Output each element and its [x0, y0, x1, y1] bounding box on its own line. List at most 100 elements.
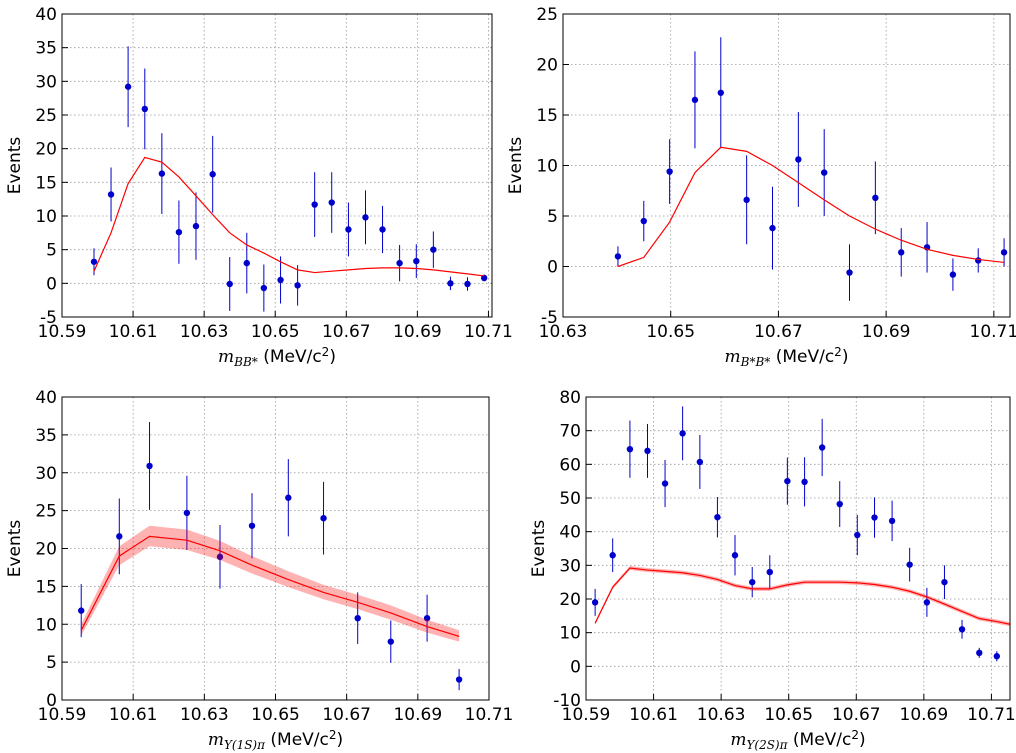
data-point — [731, 552, 739, 559]
data-point — [1000, 249, 1008, 256]
y-axis-label: Events — [5, 137, 25, 195]
y-tick-label: 40 — [35, 5, 57, 25]
data-point — [626, 445, 634, 453]
data-point — [661, 480, 669, 487]
y-tick-label: 0 — [570, 657, 581, 677]
x-label-part: ) — [859, 730, 866, 750]
x-label-part: (MeV/c — [258, 347, 322, 367]
data-point — [666, 168, 673, 175]
data-point — [691, 96, 699, 104]
data-point — [396, 259, 403, 267]
axes-frame — [562, 13, 1011, 318]
x-tick-label: 10.67 — [322, 322, 371, 342]
x-tick-label: 10.67 — [754, 322, 803, 342]
data-point — [644, 447, 651, 455]
y-tick-label: 20 — [35, 140, 57, 160]
subplot: -5 0 5 10 15 20 25 30 35 40 10.59 10.61 10.63 10.65 10… — [5, 5, 513, 369]
y-tick-label: 25 — [35, 502, 57, 522]
x-tick-label: 10.63 — [697, 705, 746, 725]
y-tick-label: 35 — [35, 39, 57, 59]
data-point — [243, 259, 250, 267]
data-point — [696, 458, 704, 466]
data-point — [854, 531, 861, 539]
x-tick-label: 10.71 — [970, 322, 1016, 342]
x-label-part: 2 — [329, 728, 337, 742]
data-point — [379, 226, 386, 233]
data-point — [846, 269, 853, 276]
x-tick-label: 10.65 — [646, 322, 695, 342]
fit-line — [80, 535, 460, 637]
data-point — [387, 638, 394, 645]
data-point — [614, 253, 622, 260]
x-tick-label: 10.59 — [38, 705, 87, 725]
data-point — [423, 614, 431, 622]
x-tick-label: 10.69 — [393, 705, 442, 725]
y-tick-label: 60 — [559, 455, 581, 475]
x-label-part: m — [725, 347, 741, 367]
data-point — [749, 578, 756, 586]
x-tick-label: 10.65 — [764, 705, 813, 725]
data-point — [976, 649, 983, 657]
x-label-part: (MeV/c — [788, 730, 852, 750]
x-axis-label: mBB* (MeV/c2) — [218, 345, 336, 369]
data-point — [480, 274, 488, 282]
x-tick-label: 10.69 — [900, 705, 949, 725]
data-point — [345, 226, 352, 233]
fit-line — [617, 146, 1005, 268]
data-point — [679, 430, 686, 437]
data-point — [923, 599, 931, 606]
x-label-part: ) — [337, 730, 344, 750]
x-label-part: 2 — [322, 345, 330, 359]
x-tick-label: 10.61 — [109, 322, 158, 342]
y-tick-label: 10 — [35, 207, 57, 227]
data-point — [146, 462, 153, 470]
data-point — [784, 477, 791, 485]
x-tick-label: 10.59 — [562, 705, 611, 725]
plot-area — [591, 406, 1010, 662]
x-label-part: Υ(2S)π — [746, 738, 788, 752]
data-point — [430, 246, 437, 253]
y-tick-label: 40 — [559, 523, 581, 543]
data-point — [311, 201, 318, 208]
x-axis-label: mΥ(1S)π (MeV/c2) — [208, 728, 343, 752]
y-tick-label: 5 — [46, 241, 57, 261]
y-tick-label: 25 — [536, 5, 558, 25]
x-tick-label: 10.71 — [967, 705, 1016, 725]
data-point — [717, 89, 724, 96]
data-point — [766, 568, 773, 576]
axes-frame — [61, 396, 490, 701]
y-tick-label: 0 — [46, 691, 57, 711]
data-point — [836, 500, 843, 508]
data-point — [801, 478, 808, 486]
y-tick-label: 40 — [35, 388, 57, 408]
x-axis-label: mB*B* (MeV/c2) — [725, 345, 849, 369]
y-tick-label: 10 — [536, 157, 558, 177]
data-point — [294, 282, 301, 289]
data-point — [413, 257, 420, 265]
data-point — [107, 191, 115, 198]
data-point — [183, 509, 191, 517]
plot-area — [90, 46, 488, 312]
y-tick-label: 5 — [46, 653, 57, 673]
x-tick-label: 10.67 — [322, 705, 371, 725]
x-tick-label: 10.63 — [180, 322, 229, 342]
x-label-part: BB* — [233, 355, 258, 369]
y-tick-label: -5 — [40, 308, 57, 328]
y-tick-label: 15 — [35, 577, 57, 597]
data-point — [993, 653, 1001, 660]
x-label-part: m — [218, 347, 234, 367]
data-point — [362, 214, 369, 221]
data-point — [209, 171, 216, 178]
data-point — [320, 515, 327, 522]
axes-frame — [61, 13, 493, 318]
data-point — [78, 607, 85, 614]
data-point — [898, 249, 905, 256]
x-tick-label: 10.67 — [832, 705, 881, 725]
data-point — [158, 170, 166, 177]
uncertainty-band — [81, 525, 460, 642]
y-tick-label: 15 — [35, 173, 57, 193]
data-point — [591, 599, 599, 606]
y-tick-label: 25 — [35, 106, 57, 126]
y-tick-label: 20 — [35, 540, 57, 560]
fit-line — [594, 567, 1010, 625]
